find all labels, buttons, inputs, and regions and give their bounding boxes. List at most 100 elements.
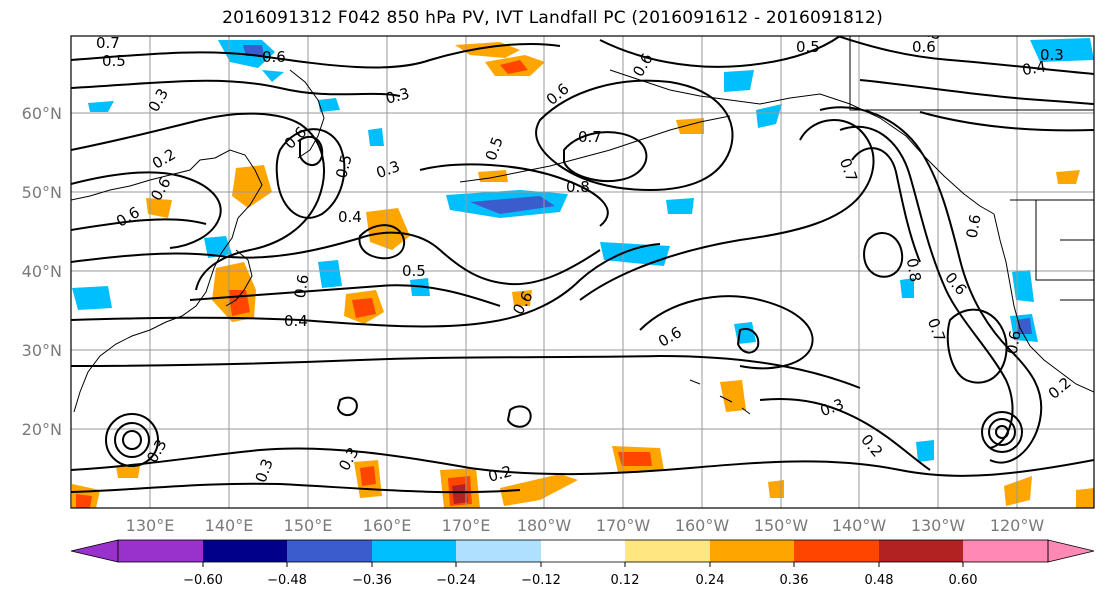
- shade-patch: [352, 298, 376, 318]
- shade-patch: [600, 242, 670, 266]
- colorbar-bin: [625, 540, 710, 562]
- contour-line: [839, 125, 1014, 449]
- contour-label: 0.6: [941, 269, 970, 299]
- lon-tick-label: 180°W: [517, 516, 572, 535]
- contour-label: 0.7: [924, 316, 949, 345]
- us-borders: [1035, 200, 1094, 301]
- contour-label: 0.6: [113, 203, 143, 231]
- lon-tick-label: 170°E: [442, 516, 491, 535]
- contour-label: 0.2: [857, 431, 886, 461]
- map-title: 2016091312 F042 850 hPa PV, IVT Landfall…: [222, 8, 883, 28]
- contour-line: [336, 396, 358, 416]
- contour-line: [71, 447, 1094, 477]
- shade-patch: [360, 466, 376, 486]
- colorbar-bin: [372, 540, 456, 562]
- contour-label: 0.6: [1003, 329, 1025, 356]
- contour-label: 0.3: [818, 395, 847, 420]
- contour-line: [419, 163, 609, 227]
- shade-patch: [1012, 270, 1034, 302]
- contour-line: [819, 106, 1043, 464]
- colorbar-tick-label: 0.12: [611, 573, 640, 588]
- coast-kamchatka: [289, 69, 325, 159]
- colorbar-tick-label: −0.60: [183, 573, 223, 588]
- lat-tick-label: 50°N: [22, 183, 62, 202]
- contour-line: [71, 218, 207, 231]
- lon-tick-label: 130°E: [126, 516, 175, 535]
- shade-patch: [900, 278, 914, 298]
- shade-patch: [116, 466, 140, 478]
- colorbar-bin: [118, 540, 203, 562]
- contour-label: 0.5: [796, 38, 820, 56]
- contour-label: 0.6: [543, 80, 573, 109]
- contour-line: [71, 482, 521, 494]
- coast-alaska: [609, 69, 995, 215]
- shade-patch: [1056, 170, 1080, 184]
- colorbar-tick-label: 0.36: [780, 573, 809, 588]
- shade-patch: [666, 198, 694, 214]
- shade-patch: [318, 98, 340, 112]
- colorbar-bin: [963, 540, 1048, 562]
- contour-label: 0.5: [402, 262, 426, 280]
- shade-patch: [452, 484, 468, 504]
- contour-label: 0.7: [96, 34, 120, 52]
- colorbar-tick-label: −0.24: [436, 573, 476, 588]
- contour-line: [71, 171, 222, 249]
- colorbar-bin: [794, 540, 879, 562]
- contour-line: [358, 224, 406, 260]
- colorbar-tick-label: −0.48: [267, 573, 307, 588]
- lon-tick-label: 120°W: [990, 516, 1045, 535]
- pv-contours: [71, 36, 1094, 494]
- contour-label: 0.4: [1021, 57, 1048, 79]
- colorbar-bin: [203, 540, 287, 562]
- coast-arctic: [849, 36, 1094, 201]
- contour-line: [535, 79, 734, 192]
- contour-line: [736, 328, 760, 354]
- contour-label: 0.2: [486, 462, 514, 486]
- shade-patch: [756, 104, 782, 128]
- contour-label: 0.4: [338, 208, 362, 226]
- contour-label: 0.4: [284, 312, 308, 330]
- contour-ring: [105, 413, 159, 467]
- lon-tick-labels: 130°E 140°E 150°E 160°E 170°E 180°W 170°…: [126, 516, 1045, 535]
- contour-label: 0.3: [145, 85, 173, 115]
- colorbar-bin: [287, 540, 372, 562]
- lon-tick-label: 160°E: [363, 516, 412, 535]
- colorbar-bin: [456, 540, 541, 562]
- contour-label: 0.6: [912, 38, 936, 56]
- shade-patch: [368, 128, 384, 146]
- colorbar-tick-label: 0.24: [696, 573, 725, 588]
- contour-line: [71, 42, 561, 69]
- contour-line: [71, 112, 325, 291]
- contour-ring: [981, 411, 1023, 453]
- contour-line: [71, 354, 861, 389]
- contour-label: 0.6: [262, 48, 286, 66]
- contour-label: 0.8: [903, 257, 925, 284]
- contour-line: [599, 36, 841, 68]
- colorbar-bin: [541, 540, 625, 562]
- contour-label: 0.5: [916, 20, 944, 44]
- shade-patch: [724, 70, 754, 92]
- lat-tick-label: 60°N: [22, 104, 62, 123]
- lat-tick-label: 20°N: [22, 420, 62, 439]
- contour-label: 0.2: [1045, 374, 1075, 403]
- coast-namerica: [993, 213, 1094, 393]
- coast-asia: [71, 149, 263, 413]
- shade-patch: [734, 322, 756, 344]
- contour-line: [71, 243, 661, 328]
- shade-patch: [478, 170, 508, 182]
- map-plot-area: 0.7 0.5 0.6 0.3 0.3 0.6 0.5 0.3 0.2 0.6 …: [71, 20, 1094, 508]
- colorbar-extend-low: [70, 539, 119, 563]
- contour-label: 0.3: [1040, 46, 1064, 64]
- contour-line: [639, 295, 814, 370]
- coast-hawaii: [689, 379, 751, 415]
- shade-patch: [618, 452, 652, 466]
- shade-patch: [243, 45, 264, 56]
- contour-line: [71, 231, 601, 286]
- shade-patch: [146, 198, 172, 218]
- contour-line: [189, 284, 501, 307]
- shade-patch: [768, 480, 784, 498]
- contour-label: 0.5: [482, 134, 507, 163]
- colorbar-bin: [879, 540, 963, 562]
- contour-label: 0.7: [578, 128, 602, 146]
